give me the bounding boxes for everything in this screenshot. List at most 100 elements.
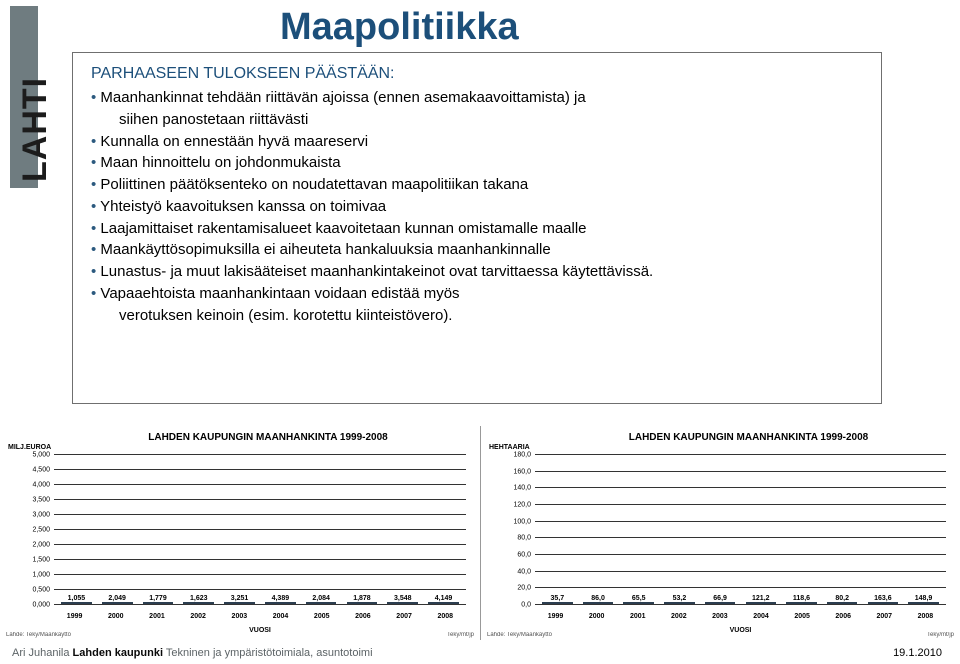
bar-value-label: 66,9 bbox=[713, 595, 727, 602]
xtick-label: 2007 bbox=[386, 613, 423, 620]
chart-source-left: Lähde: Teky/Maankäyttö bbox=[6, 632, 71, 638]
xtick-label: 1999 bbox=[537, 613, 574, 620]
bar-value-label: 118,6 bbox=[793, 595, 810, 602]
bar-value-label: 35,7 bbox=[551, 595, 565, 602]
ytick-label: 100,0 bbox=[513, 518, 535, 525]
textbox-item: Lunastus- ja muut lakisääteiset maanhank… bbox=[91, 261, 863, 283]
bar: 80,2 bbox=[824, 602, 861, 604]
ytick-label: 4,000 bbox=[32, 482, 54, 489]
xtick-label: 2007 bbox=[866, 613, 903, 620]
ytick-label: 140,0 bbox=[513, 485, 535, 492]
chart-title: LAHDEN KAUPUNGIN MAANHANKINTA 1999-2008 bbox=[60, 432, 476, 443]
xtick-label: 2006 bbox=[344, 613, 381, 620]
content-textbox: PARHAASEEN TULOKSEEN PÄÄSTÄÄN: Maanhanki… bbox=[72, 52, 882, 404]
bar-value-label: 80,2 bbox=[835, 595, 849, 602]
bar-value-label: 65,5 bbox=[632, 595, 646, 602]
bar: 66,9 bbox=[702, 602, 739, 604]
xtick-label: 2000 bbox=[578, 613, 615, 620]
slide-title: Maapolitiikka bbox=[280, 6, 519, 49]
textbox-item: Kunnalla on ennestään hyvä maareservi bbox=[91, 131, 863, 153]
ytick-label: 60,0 bbox=[517, 552, 535, 559]
chart-source-left: Lähde: Teky/Maankäyttö bbox=[487, 632, 552, 638]
bar-value-label: 1,623 bbox=[190, 595, 208, 602]
bar-value-label: 86,0 bbox=[591, 595, 605, 602]
bar-value-label: 4,389 bbox=[272, 595, 290, 602]
bar: 1,779 bbox=[140, 602, 177, 604]
bar-value-label: 1,779 bbox=[149, 595, 167, 602]
xtick-label: 2006 bbox=[825, 613, 862, 620]
bar-value-label: 1,878 bbox=[353, 595, 371, 602]
ytick-label: 180,0 bbox=[513, 452, 535, 459]
chart-title: LAHDEN KAUPUNGIN MAANHANKINTA 1999-2008 bbox=[541, 432, 956, 443]
bar-value-label: 2,049 bbox=[108, 595, 126, 602]
xtick-label: 2005 bbox=[303, 613, 340, 620]
textbox-item: Poliittinen päätöksenteko on noudatettav… bbox=[91, 174, 863, 196]
bar-chart: LAHDEN KAUPUNGIN MAANHANKINTA 1999-2008M… bbox=[0, 426, 480, 640]
bar: 3,548 bbox=[384, 602, 421, 604]
chart-bars: 35,7 86,0 65,5 53,2 66,9 121,2 118,6 80,2 163,6 1… bbox=[535, 454, 946, 604]
ytick-label: 20,0 bbox=[517, 585, 535, 592]
bar: 2,084 bbox=[303, 602, 340, 604]
xtick-label: 2002 bbox=[660, 613, 697, 620]
gridline: 0,000 bbox=[54, 604, 466, 605]
textbox-item: Yhteistyö kaavoituksen kanssa on toimiva… bbox=[91, 196, 863, 218]
textbox-item: siihen panostetaan riittävästi bbox=[91, 109, 863, 131]
ytick-label: 120,0 bbox=[513, 502, 535, 509]
gridline: 0,0 bbox=[535, 604, 946, 605]
charts-row: LAHDEN KAUPUNGIN MAANHANKINTA 1999-2008M… bbox=[0, 426, 960, 640]
footer: Ari Juhanila Lahden kaupunki Tekninen ja… bbox=[0, 642, 960, 664]
ytick-label: 3,000 bbox=[32, 512, 54, 519]
lahti-logo: LAHTI bbox=[10, 6, 60, 226]
textbox-item: Laajamittaiset rakentamisalueet kaavoite… bbox=[91, 218, 863, 240]
textbox-item: Maankäyttösopimuksilla ei aiheuteta hank… bbox=[91, 239, 863, 261]
chart-bars: 1,0552,0491,7791,6233,2514,3892,0841,878… bbox=[54, 454, 466, 604]
bar-value-label: 53,2 bbox=[673, 595, 687, 602]
bar-value-label: 2,084 bbox=[312, 595, 330, 602]
xtick-label: 2008 bbox=[427, 613, 464, 620]
xtick-label: 1999 bbox=[56, 613, 93, 620]
chart-source-right: Teky/mt/jp bbox=[447, 632, 474, 638]
xtick-label: 2004 bbox=[743, 613, 780, 620]
bar: 35,7 bbox=[539, 602, 576, 604]
textbox-item: Maanhankinnat tehdään riittävän ajoissa … bbox=[91, 87, 863, 109]
chart-xtitle: VUOSI bbox=[535, 627, 946, 634]
chart-plot: 0,0000,5001,0001,5002,0002,5003,0003,500… bbox=[54, 454, 466, 604]
ytick-label: 0,500 bbox=[32, 587, 54, 594]
xtick-label: 2003 bbox=[701, 613, 738, 620]
bar-chart: LAHDEN KAUPUNGIN MAANHANKINTA 1999-2008H… bbox=[480, 426, 960, 640]
ytick-label: 0,000 bbox=[32, 602, 54, 609]
bar: 4,389 bbox=[262, 602, 299, 604]
textbox-list: Maanhankinnat tehdään riittävän ajoissa … bbox=[91, 87, 863, 326]
bar: 3,251 bbox=[221, 602, 258, 604]
chart-xlabels: 1999200020012002200320042005200620072008 bbox=[535, 613, 946, 620]
bar: 1,055 bbox=[58, 602, 95, 604]
ytick-label: 2,000 bbox=[32, 542, 54, 549]
chart-xtitle: VUOSI bbox=[54, 627, 466, 634]
textbox-item: Maan hinnoittelu on johdonmukaista bbox=[91, 152, 863, 174]
ytick-label: 0,0 bbox=[521, 602, 535, 609]
bar-value-label: 163,6 bbox=[874, 595, 892, 602]
ytick-label: 2,500 bbox=[32, 527, 54, 534]
chart-source-right: Teky/mt/jp bbox=[927, 632, 954, 638]
ytick-label: 1,000 bbox=[32, 572, 54, 579]
bar-value-label: 4,149 bbox=[435, 595, 453, 602]
xtick-label: 2000 bbox=[97, 613, 134, 620]
xtick-label: 2001 bbox=[619, 613, 656, 620]
bar: 1,623 bbox=[180, 602, 217, 604]
bar-value-label: 3,251 bbox=[231, 595, 249, 602]
ytick-label: 40,0 bbox=[517, 568, 535, 575]
chart-xlabels: 1999200020012002200320042005200620072008 bbox=[54, 613, 466, 620]
ytick-label: 80,0 bbox=[517, 535, 535, 542]
xtick-label: 2004 bbox=[262, 613, 299, 620]
xtick-label: 2003 bbox=[221, 613, 258, 620]
textbox-item: verotuksen keinoin (esim. korotettu kiin… bbox=[91, 305, 863, 327]
xtick-label: 2005 bbox=[784, 613, 821, 620]
bar: 4,149 bbox=[425, 602, 462, 604]
bar-value-label: 148,9 bbox=[915, 595, 933, 602]
bar-value-label: 121,2 bbox=[752, 595, 770, 602]
textbox-item: Vapaaehtoista maanhankintaan voidaan edi… bbox=[91, 283, 863, 305]
ytick-label: 1,500 bbox=[32, 557, 54, 564]
xtick-label: 2001 bbox=[138, 613, 175, 620]
bar: 148,9 bbox=[905, 602, 942, 604]
bar: 118,6 bbox=[783, 602, 820, 604]
